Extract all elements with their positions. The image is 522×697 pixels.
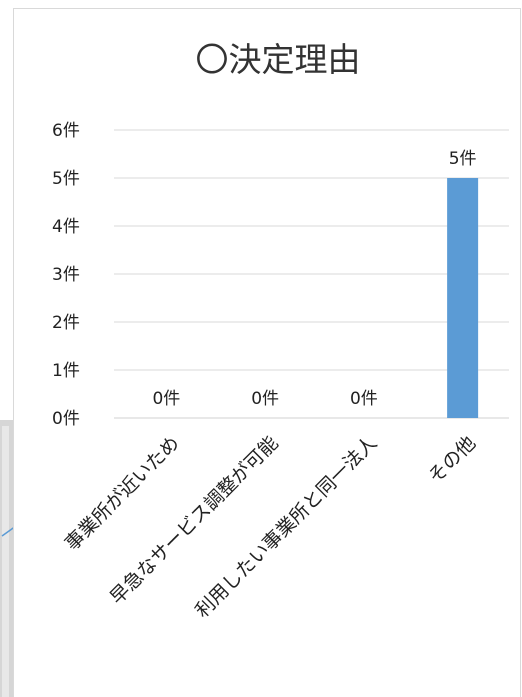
- category-label: その他: [424, 432, 480, 488]
- data-label: 0件: [251, 389, 279, 409]
- y-tick-label: 5件: [52, 169, 80, 189]
- bars: [447, 178, 479, 418]
- y-tick-label: 6件: [52, 121, 80, 141]
- category-label: 利用したい事業所と同一法人: [191, 432, 381, 622]
- y-tick-label: 3件: [52, 265, 80, 285]
- y-tick-label: 4件: [52, 217, 80, 237]
- y-tick-label: 0件: [52, 409, 80, 429]
- category-label: 早急なサービス調整が可能: [106, 432, 283, 609]
- bar-chart: 〇決定理由 0件 1件 2件 3件 4件 5件 6件 0件 0件 0件 5件 事業所が近いため早急…: [52, 40, 509, 622]
- y-tick-label: 2件: [52, 313, 80, 333]
- y-tick-label: 1件: [52, 361, 80, 381]
- data-labels: 0件 0件 0件 5件: [152, 149, 476, 409]
- y-axis-tick-labels: 0件 1件 2件 3件 4件 5件 6件: [52, 121, 80, 429]
- adjacent-window-inner: [2, 426, 9, 697]
- adjacent-window-edge: [0, 420, 14, 697]
- chart-title: 〇決定理由: [196, 40, 361, 79]
- data-label: 5件: [449, 149, 477, 169]
- gridlines: [114, 129, 509, 419]
- data-label: 0件: [152, 389, 180, 409]
- chart-area[interactable]: 〇決定理由 0件 1件 2件 3件 4件 5件 6件 0件 0件 0件 5件 事業所が近いため 早急…: [13, 8, 521, 697]
- bar[interactable]: [447, 178, 479, 418]
- data-label: 0件: [350, 389, 378, 409]
